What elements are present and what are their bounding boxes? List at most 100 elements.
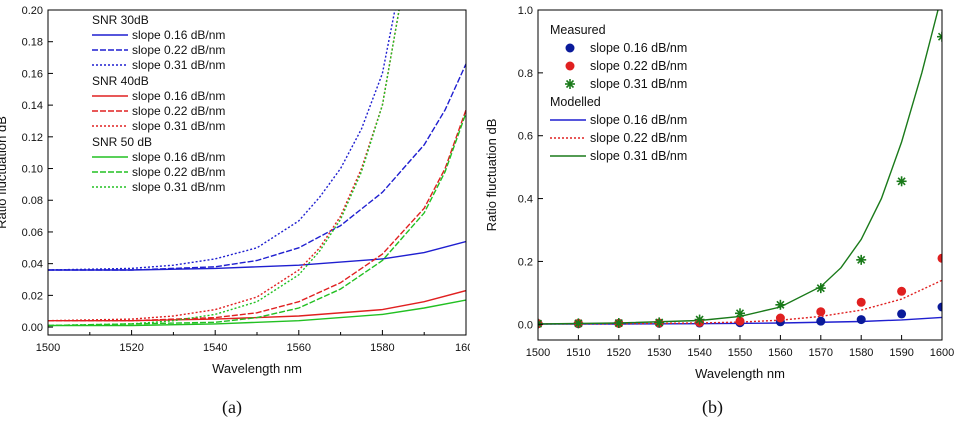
asterisk-stroke: [538, 322, 543, 328]
y-tick-label: 0.20: [22, 5, 43, 17]
y-tick-label: 1.0: [518, 5, 533, 17]
asterisk-stroke: [538, 319, 543, 325]
x-tick-label: 1500: [526, 347, 550, 359]
y-tick-label: 0.08: [22, 195, 43, 207]
asterisk-stroke: [655, 318, 664, 327]
y-tick-label: 0.02: [22, 290, 43, 302]
legend-label: slope 0.16 dB/nm: [132, 150, 225, 164]
x-tick-label: 1520: [119, 342, 143, 354]
chart-panel-a: 1500 1520 1540 1560 1580 160( 0.00 0.02 0.04 0.06…: [0, 0, 477, 426]
x-tick-label: 1520: [607, 347, 631, 359]
chart-b: 1500 1510 1520 1530 1540 1550 1560 1570 1580 1590…: [484, 5, 954, 381]
caption-a: (a): [222, 397, 242, 417]
legend-group-title: SNR 50 dB: [92, 135, 152, 149]
data-point: [775, 299, 786, 310]
data-point: [573, 318, 584, 329]
x-tick-label: 1560: [287, 342, 311, 354]
series-line: [48, 289, 466, 322]
chart-panel-b: 1500 1510 1520 1530 1540 1550 1560 1570 1580 1590…: [470, 0, 959, 426]
model-line: [538, 10, 939, 325]
legend-label: slope 0.16 dB/nm: [132, 28, 225, 42]
asterisk-stroke: [857, 255, 866, 264]
y-tick-label: 0.6: [518, 131, 533, 143]
data-point: [538, 318, 543, 329]
caption-b: (b): [702, 397, 723, 417]
legend-label: slope 0.22 dB/nm: [590, 131, 687, 145]
x-tick-label: 1550: [728, 347, 752, 359]
asterisk-stroke: [897, 177, 906, 186]
x-tick-label: 1540: [687, 347, 711, 359]
data-point: [937, 31, 942, 42]
data-point: [735, 316, 745, 326]
chart-a: 1500 1520 1540 1560 1580 160( 0.00 0.02 0.04 0.06…: [0, 5, 477, 376]
data-point: [816, 316, 826, 326]
x-tick-label: 1580: [849, 347, 873, 359]
series-group: [538, 10, 942, 329]
y-tick-label: 0.2: [518, 256, 533, 268]
y-tick-label: 0.04: [22, 259, 43, 271]
y-tick-label: 0.00: [22, 322, 43, 334]
y-tick-label: 0.10: [22, 164, 43, 176]
series-group: [48, 10, 466, 327]
series-line: [48, 112, 466, 327]
asterisk-stroke: [614, 318, 623, 328]
y-tick-label: 0.16: [22, 68, 43, 80]
x-tick-label: 1570: [809, 347, 833, 359]
y-tick-label: 0.8: [518, 68, 533, 80]
data-point: [815, 283, 826, 294]
x-tick-label: 160(: [455, 342, 470, 354]
legend-label: slope 0.16 dB/nm: [590, 113, 687, 127]
x-tick-label: 1540: [203, 342, 227, 354]
legend-label: slope 0.22 dB/nm: [132, 104, 225, 118]
asterisk-stroke: [937, 32, 942, 38]
y-tick-label: 0.06: [22, 227, 43, 239]
series-line: [48, 10, 396, 271]
x-tick-label: 1580: [370, 342, 394, 354]
x-tick-label: 1500: [36, 342, 60, 354]
legend-marker: [565, 79, 575, 89]
series-line: [48, 10, 400, 327]
legend-label: slope 0.22 dB/nm: [590, 59, 687, 73]
legend-label: slope 0.22 dB/nm: [132, 43, 225, 57]
data-point: [816, 307, 826, 317]
data-point: [775, 313, 785, 323]
x-tick-label: 1590: [889, 347, 913, 359]
data-point: [896, 176, 907, 187]
y-tick-label: 0.18: [22, 37, 43, 49]
series-line: [48, 240, 466, 271]
legend-label: slope 0.31 dB/nm: [132, 119, 225, 133]
legend-group-title: SNR 40dB: [92, 74, 149, 88]
data-point: [937, 302, 942, 312]
asterisk-stroke: [574, 319, 583, 328]
x-tick-label: 1600: [930, 347, 954, 359]
legend-label: slope 0.31 dB/nm: [132, 180, 225, 194]
y-tick-label: 0.14: [22, 100, 43, 112]
legend-label: slope 0.16 dB/nm: [132, 89, 225, 103]
data-point: [735, 308, 745, 319]
data-point: [897, 286, 907, 296]
data-point: [937, 253, 942, 263]
x-axis-label: Wavelength nm: [695, 366, 785, 381]
legend-label: slope 0.31 dB/nm: [132, 58, 225, 72]
series-line: [48, 10, 400, 322]
data-point: [613, 318, 624, 329]
legend-label: slope 0.31 dB/nm: [590, 149, 687, 163]
data-point: [654, 317, 665, 328]
data-point: [897, 309, 907, 319]
legend-marker: [565, 43, 575, 53]
asterisk-stroke: [776, 300, 785, 309]
x-axis-label: Wavelength nm: [212, 361, 302, 376]
series-line: [48, 109, 466, 322]
asterisk-stroke: [695, 315, 704, 324]
asterisk-stroke: [565, 79, 575, 89]
data-point: [856, 254, 867, 265]
data-point: [856, 315, 866, 325]
y-tick-label: 0.12: [22, 132, 43, 144]
legend-label: slope 0.22 dB/nm: [132, 165, 225, 179]
series-line: [48, 63, 466, 271]
legend-group-title: SNR 30dB: [92, 13, 149, 27]
legend-label: slope 0.31 dB/nm: [590, 77, 687, 91]
asterisk-stroke: [816, 284, 825, 293]
x-tick-label: 1510: [566, 347, 590, 359]
y-tick-label: 0.0: [518, 319, 533, 331]
